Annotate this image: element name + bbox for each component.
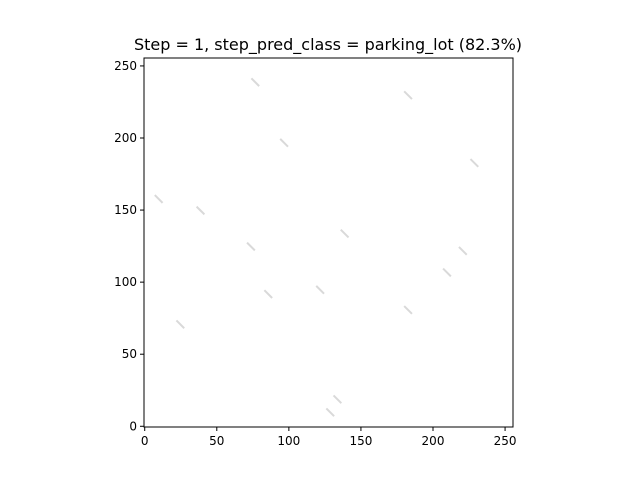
patch-texture: [279, 138, 289, 148]
patch-texture: [250, 67, 270, 88]
patch-texture: [403, 295, 423, 315]
x-tick-label: 50: [209, 434, 224, 448]
chart-title: Step = 1, step_pred_class = parking_lot …: [134, 35, 522, 55]
patch-texture: [154, 194, 164, 204]
patch-texture: [458, 246, 468, 256]
x-tick-label: 250: [494, 434, 517, 448]
patch-texture: [469, 148, 489, 168]
y-tick-label: 200: [114, 131, 137, 145]
y-tick-label: 250: [114, 59, 137, 73]
patch-texture: [315, 275, 335, 295]
patch-texture: [195, 196, 215, 216]
y-tick-label: 150: [114, 203, 137, 217]
patch-texture: [403, 80, 423, 101]
patch-texture: [246, 241, 256, 252]
patch-texture: [340, 228, 350, 239]
x-tick-label: 0: [141, 434, 149, 448]
y-axis: 0 50 100 150 200 250: [114, 59, 144, 433]
patch-texture: [469, 158, 479, 168]
patch-texture: [332, 384, 352, 405]
patch-texture: [279, 128, 299, 148]
patch-texture: [315, 285, 325, 295]
patch-texture: [403, 305, 413, 315]
patch-texture: [195, 205, 206, 216]
patch-texture: [457, 236, 478, 256]
image-patches: [153, 67, 489, 418]
patch-texture: [339, 219, 360, 239]
x-tick-label: 100: [277, 434, 300, 448]
patch-texture: [175, 319, 185, 329]
patch-texture: [442, 258, 462, 278]
y-tick-label: 100: [114, 275, 137, 289]
patch-texture: [250, 77, 260, 87]
patch-texture: [332, 394, 343, 404]
patch-texture: [325, 397, 345, 418]
patch-texture: [263, 279, 283, 300]
plot-frame: [143, 57, 514, 428]
y-tick-label: 0: [129, 419, 137, 433]
x-axis: 0 50 100 150 200 250: [141, 427, 517, 448]
patch-texture: [325, 407, 335, 417]
y-tick-label: 50: [122, 347, 137, 361]
patch-texture: [175, 309, 195, 330]
patch-texture: [403, 90, 413, 100]
patch-texture: [245, 232, 266, 252]
x-tick-label: 150: [349, 434, 372, 448]
patch-texture: [442, 267, 452, 278]
patch-texture: [153, 184, 174, 204]
x-tick-label: 200: [422, 434, 445, 448]
patch-texture: [263, 289, 273, 299]
